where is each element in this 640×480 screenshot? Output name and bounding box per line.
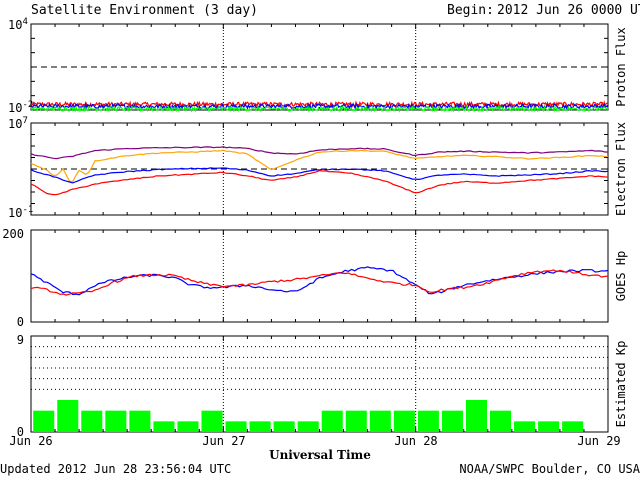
kp-bar	[538, 421, 560, 432]
kp-bar	[369, 410, 391, 432]
credit-text: NOAA/SWPC Boulder, CO USA	[459, 462, 640, 476]
y-tick-label: 0	[17, 425, 24, 439]
kp-bar	[345, 410, 367, 432]
goes-hp-panel: 0 200 GOES Hp	[2, 227, 628, 329]
red-series-line	[30, 169, 609, 196]
y-tick-label: 107	[8, 116, 28, 131]
updated-timestamp: Updated 2012 Jun 28 23:56:04 UTC	[0, 462, 231, 476]
kp-bar	[201, 410, 223, 432]
kp-bar	[33, 410, 55, 432]
kp-bar	[489, 410, 512, 432]
kp-bar	[129, 410, 151, 432]
red-series-line	[30, 100, 609, 109]
kp-bar	[297, 421, 319, 432]
kp-bar	[57, 400, 79, 432]
kp-bar	[81, 410, 103, 432]
kp-bar	[105, 410, 127, 432]
x-tick-label: Jun 26	[9, 434, 52, 448]
kp-bar	[562, 421, 584, 432]
x-tick-label: Jun 27	[202, 434, 245, 448]
y-tick-label: 200	[2, 227, 24, 241]
kp-bar	[393, 410, 415, 432]
purple-series-line	[30, 146, 608, 160]
estimated-kp-panel: 0 9 Estimated Kp	[17, 333, 628, 439]
red-series-line	[30, 269, 609, 296]
kp-bar	[514, 421, 536, 432]
kp-bar	[441, 410, 463, 432]
green-series-line	[30, 104, 609, 114]
electron-flux-label: Electron Flux	[614, 122, 628, 216]
kp-bar	[321, 410, 343, 432]
kp-bar	[465, 400, 487, 432]
x-tick-label: Jun 29	[577, 434, 620, 448]
y-tick-label: 9	[17, 333, 24, 347]
chart-title: Satellite Environment (3 day)	[31, 3, 258, 18]
kp-bar	[249, 421, 271, 432]
orange-series-line	[30, 149, 609, 183]
proton-flux-label: Proton Flux	[614, 27, 628, 106]
kp-bar	[417, 410, 439, 432]
blue-series-line	[30, 266, 609, 296]
y-tick-label: 0	[17, 315, 24, 329]
begin-value: 2012 Jun 26 0000 UTC	[497, 3, 640, 18]
begin-label: Begin:	[447, 3, 494, 18]
y-tick-label: 10-1	[8, 205, 33, 220]
kp-bar	[177, 421, 199, 432]
x-axis-label: Universal Time	[269, 448, 371, 462]
y-tick-label: 104	[8, 17, 28, 32]
proton-flux-panel: 104 10-2 Proton Flux	[8, 17, 628, 115]
electron-flux-panel: 107 10-1 Electron Flux	[8, 116, 628, 220]
estimated-kp-label: Estimated Kp	[614, 341, 628, 428]
x-tick-label: Jun 28	[394, 434, 437, 448]
kp-bar	[153, 421, 175, 432]
kp-bar	[225, 421, 247, 432]
y-tick-label: 10-2	[8, 100, 33, 115]
kp-bar	[273, 421, 295, 432]
goes-hp-label: GOES Hp	[614, 251, 628, 302]
